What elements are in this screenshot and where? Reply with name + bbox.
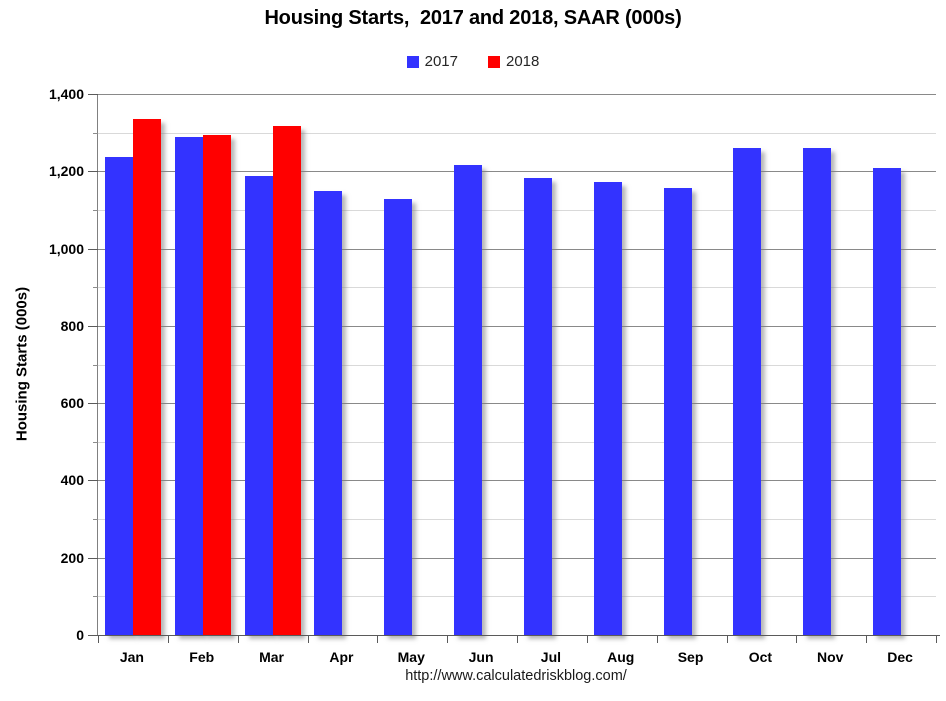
y-tick-major — [88, 248, 98, 250]
y-tick-minor — [93, 287, 98, 289]
x-tick — [377, 635, 379, 643]
gridline-minor — [98, 519, 936, 521]
x-category-label: Jun — [468, 649, 494, 665]
legend-label-2017: 2017 — [424, 53, 458, 70]
y-tick-major — [88, 171, 98, 173]
x-category-label: Nov — [817, 649, 844, 665]
gridline-major — [98, 94, 936, 95]
bar-2017-mar — [244, 175, 273, 635]
gridline-minor — [98, 287, 936, 289]
x-category-label: Aug — [607, 649, 635, 665]
legend-item-2018: 2018 — [488, 53, 539, 70]
bar-2017-aug — [593, 182, 622, 635]
y-tick-label: 0 — [76, 627, 84, 643]
chart-title: Housing Starts, 2017 and 2018, SAAR (000… — [264, 7, 682, 29]
legend-item-2017: 2017 — [406, 53, 458, 70]
y-tick-minor — [93, 209, 98, 211]
gridline-major — [98, 480, 936, 482]
y-tick-label: 1,000 — [48, 240, 84, 257]
x-category-label: Oct — [748, 649, 773, 665]
x-category-label: Dec — [887, 649, 913, 665]
x-category-label: Jul — [540, 649, 562, 665]
x-tick — [586, 635, 588, 643]
y-axis-title: Housing Starts (000s) — [13, 286, 31, 442]
x-tick — [656, 635, 658, 643]
y-tick-major — [88, 635, 98, 636]
bar-2017-jan — [104, 157, 133, 635]
x-tick — [167, 635, 169, 643]
y-tick-major — [88, 480, 98, 482]
bar-2017-oct — [733, 148, 762, 635]
y-tick-minor — [93, 132, 98, 134]
y-tick-minor — [93, 596, 98, 598]
plot-area — [88, 94, 937, 643]
x-tick — [936, 635, 937, 643]
y-tick-minor — [93, 441, 98, 443]
y-tick-minor — [93, 364, 98, 366]
footer-url: http://www.calculatedriskblog.com/ — [405, 668, 627, 684]
bar-2018-mar — [272, 126, 301, 635]
x-tick — [447, 635, 449, 643]
x-tick — [98, 635, 99, 643]
x-axis-line — [97, 635, 940, 636]
gridline-major — [98, 171, 936, 173]
y-tick-major — [88, 557, 98, 559]
gridline-minor — [98, 441, 936, 443]
legend-swatch-2017 — [406, 55, 419, 68]
bar-2017-may — [384, 198, 413, 635]
bar-2017-jul — [523, 178, 552, 635]
bar-2017-jun — [454, 165, 483, 635]
legend-swatch-2018 — [488, 55, 500, 68]
x-category-label: Jan — [119, 649, 144, 665]
x-tick — [726, 635, 728, 643]
bar-2017-dec — [873, 168, 902, 635]
y-tick-label: 600 — [60, 395, 84, 412]
x-category-label: May — [397, 649, 425, 665]
x-tick — [517, 635, 518, 643]
gridline-minor — [98, 132, 936, 134]
x-tick — [237, 635, 239, 643]
legend-label-2018: 2018 — [506, 53, 540, 70]
y-tick-major — [88, 325, 98, 327]
y-tick-major — [88, 94, 98, 95]
bar-2018-jan — [132, 118, 161, 635]
x-category-label: Apr — [329, 649, 354, 665]
legend: 2017 2018 — [0, 53, 946, 70]
y-tick-label: 400 — [60, 472, 84, 489]
x-tick — [307, 635, 309, 643]
gridline-major — [98, 325, 936, 327]
gridline-minor — [98, 596, 936, 598]
y-tick-major — [88, 403, 98, 405]
x-category-label: Feb — [189, 649, 215, 665]
bar-2017-nov — [803, 147, 832, 635]
x-category-label: Mar — [259, 649, 285, 665]
bar-2017-sep — [663, 187, 692, 635]
x-category-label: Sep — [677, 649, 704, 665]
gridline-major — [98, 557, 936, 559]
x-tick — [796, 635, 798, 643]
gridline-minor — [98, 364, 936, 366]
y-tick-label: 1,400 — [48, 86, 84, 102]
y-tick-label: 800 — [60, 317, 84, 334]
bar-2017-feb — [174, 137, 203, 635]
bar-2018-feb — [202, 134, 231, 635]
gridline-minor — [98, 209, 936, 211]
y-tick-label: 200 — [60, 549, 84, 566]
x-tick — [866, 635, 868, 643]
gridline-major — [98, 403, 936, 405]
gridline-major — [98, 248, 936, 250]
y-tick-label: 1,200 — [48, 163, 84, 180]
bar-2017-apr — [314, 190, 343, 635]
y-tick-minor — [93, 519, 98, 521]
